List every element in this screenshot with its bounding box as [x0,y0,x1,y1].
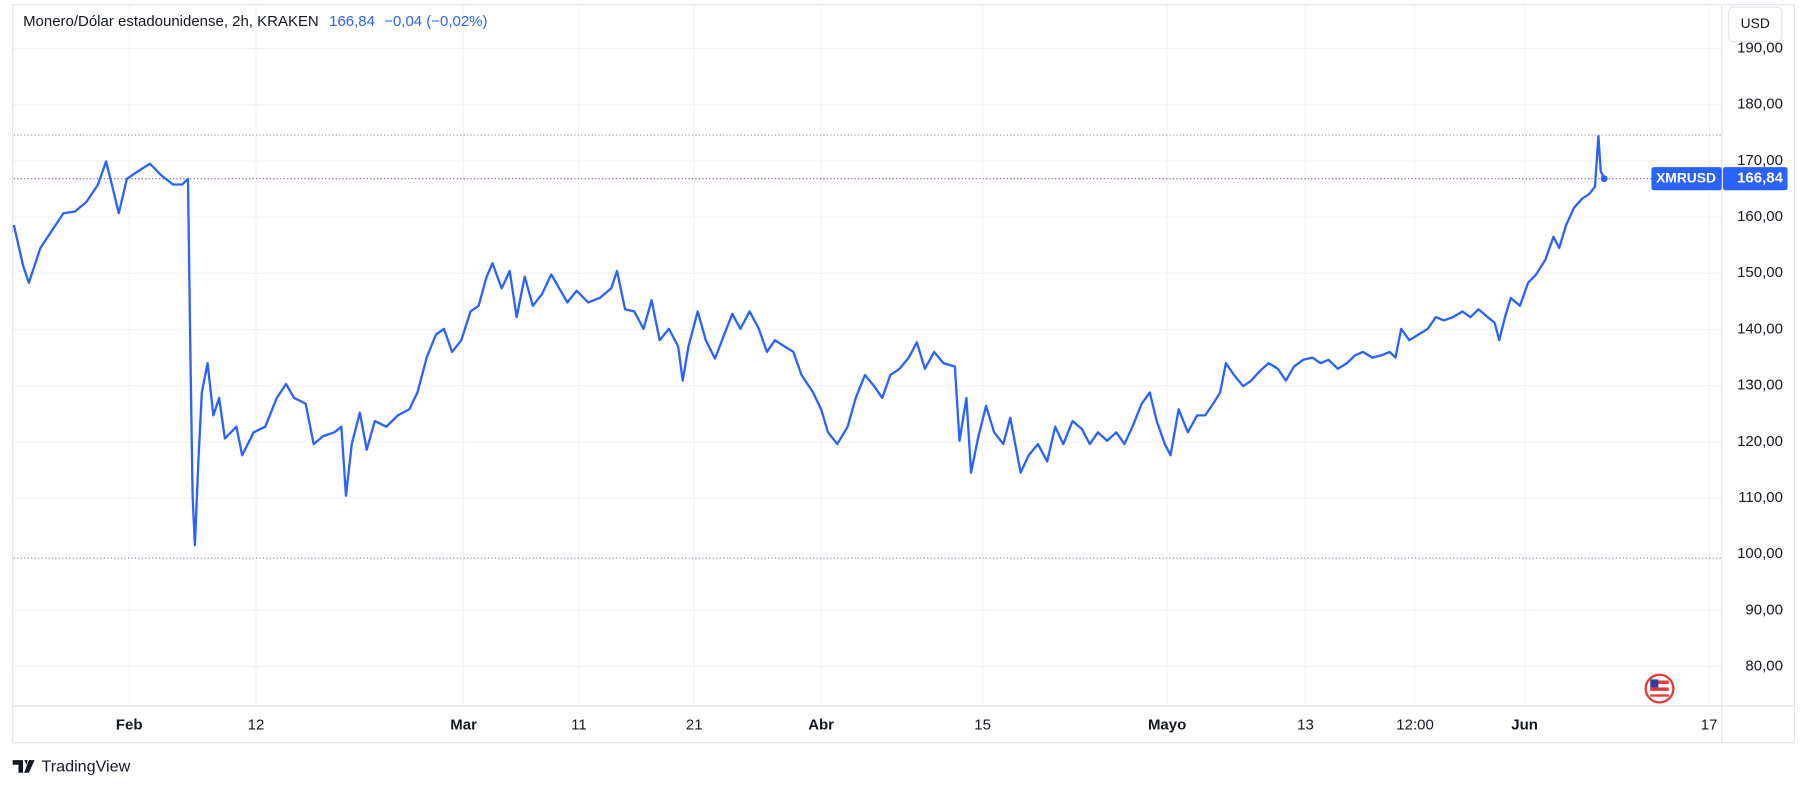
brand-logo [12,760,35,773]
x-tick-label: Jun [1511,716,1538,733]
header-price: 166,84 [329,13,375,30]
x-tick-label: Abr [808,716,834,733]
x-tick-label: 12:00 [1396,716,1434,733]
x-tick-label: 17 [1701,716,1718,733]
symbol-tag [1651,167,1722,191]
chart-title: Monero/Dólar estadounidense, 2h, KRAKEN [23,13,319,30]
x-tick-label: 12 [248,716,265,733]
last-point [1600,175,1608,183]
marks [12,134,1722,559]
brand-name: TradingView [42,757,131,775]
x-tick-label: 11 [571,716,587,733]
currency-button[interactable] [1728,6,1783,43]
x-tick-label: Mar [450,716,477,733]
price-line [12,135,1606,547]
header-change: −0,04 (−0,02%) [384,13,487,30]
y-tick-label: 180,00 [1737,96,1783,113]
y-tick-label: 120,00 [1737,433,1783,450]
x-tick-label: 15 [974,716,991,733]
x-tick-label: 21 [686,716,703,733]
y-tick-label: 170,00 [1737,152,1783,169]
symbol-label: XMRUSD [1656,169,1716,185]
flag-icon [1644,673,1675,704]
y-tick-label: 80,00 [1745,658,1782,675]
y-tick-label: 130,00 [1737,377,1783,394]
price-box [1722,167,1788,191]
x-tick-label: 13 [1297,716,1314,733]
grid [12,4,1722,706]
x-tick-label: Feb [116,716,143,733]
y-tick-label: 160,00 [1737,208,1783,225]
y-tick-label: 140,00 [1737,320,1783,337]
frame [12,4,1796,744]
y-tick-label: 100,00 [1737,545,1783,562]
currency-label[interactable]: USD [1741,15,1770,31]
y-tick-label: 90,00 [1745,601,1782,618]
y-tick-label: 150,00 [1737,264,1783,281]
y-tick-label: 110,00 [1738,489,1783,506]
price-label: 166,84 [1737,170,1783,187]
x-tick-label: Mayo [1148,716,1186,733]
y-tick-label: 190,00 [1737,40,1783,57]
price-tag: XMRUSD 166,84 [1651,167,1788,191]
